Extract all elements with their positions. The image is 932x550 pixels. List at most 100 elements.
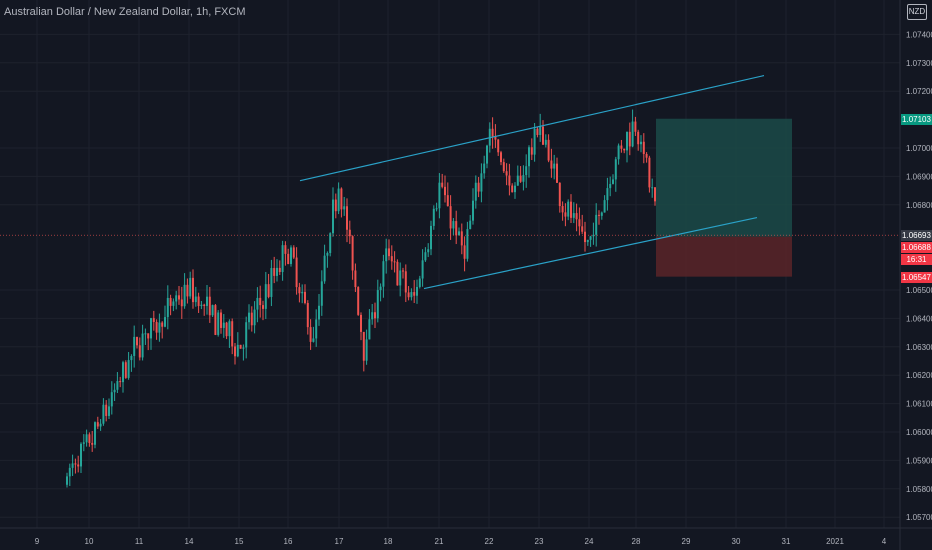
candle bbox=[564, 203, 567, 227]
candle bbox=[528, 145, 530, 178]
candle bbox=[175, 290, 178, 310]
candle bbox=[94, 421, 96, 449]
candle bbox=[631, 109, 634, 148]
candle bbox=[595, 203, 598, 247]
candle bbox=[550, 148, 553, 178]
candle bbox=[116, 372, 119, 393]
candle bbox=[242, 344, 245, 361]
candle bbox=[138, 337, 141, 361]
candle bbox=[368, 309, 371, 340]
candle bbox=[343, 196, 346, 216]
candle bbox=[463, 236, 466, 272]
candle bbox=[197, 292, 200, 313]
candle bbox=[354, 263, 357, 292]
candle bbox=[211, 304, 214, 317]
candle bbox=[480, 163, 483, 203]
candle bbox=[606, 177, 609, 211]
candle bbox=[250, 306, 253, 332]
candle bbox=[640, 135, 642, 153]
candle bbox=[284, 241, 287, 266]
candle bbox=[572, 202, 575, 224]
candle bbox=[85, 429, 88, 447]
candle bbox=[68, 463, 71, 487]
y-tick-label: 1.06400 bbox=[906, 314, 932, 323]
y-tick-label: 1.06800 bbox=[906, 201, 932, 210]
candle bbox=[127, 352, 130, 380]
candle bbox=[418, 275, 421, 289]
candle bbox=[228, 319, 231, 348]
candle bbox=[141, 324, 144, 361]
chart-title: Australian Dollar / New Zealand Dollar, … bbox=[4, 6, 246, 18]
candle bbox=[500, 150, 502, 166]
currency-badge[interactable]: NZD bbox=[907, 4, 927, 20]
candle bbox=[292, 245, 295, 260]
candle bbox=[264, 271, 267, 319]
candle bbox=[424, 247, 427, 262]
candle bbox=[522, 165, 525, 191]
candle bbox=[575, 203, 578, 232]
candle bbox=[189, 271, 192, 299]
channel-lower-line[interactable] bbox=[423, 216, 758, 290]
candle bbox=[278, 260, 281, 275]
candles bbox=[66, 109, 656, 488]
candle bbox=[365, 329, 368, 365]
y-tick-label: 1.06300 bbox=[906, 343, 932, 352]
candle bbox=[536, 126, 539, 138]
target-zone[interactable] bbox=[656, 118, 792, 237]
candle bbox=[598, 210, 600, 225]
candle bbox=[119, 376, 122, 388]
candle bbox=[558, 182, 561, 213]
candle bbox=[231, 318, 234, 355]
candle bbox=[544, 134, 547, 148]
stop-zone[interactable] bbox=[656, 236, 792, 277]
y-tick-label: 1.05900 bbox=[906, 456, 932, 465]
candle bbox=[634, 116, 637, 136]
candle bbox=[410, 288, 413, 301]
candle bbox=[147, 333, 150, 351]
candle bbox=[133, 325, 136, 368]
candle bbox=[144, 328, 147, 345]
candle bbox=[270, 259, 273, 307]
candle bbox=[306, 300, 309, 335]
candle bbox=[301, 284, 304, 304]
candle bbox=[382, 254, 385, 298]
candle bbox=[309, 319, 312, 350]
x-tick-label: 31 bbox=[782, 537, 791, 546]
candle bbox=[136, 336, 138, 349]
candle bbox=[466, 221, 469, 262]
candle bbox=[514, 182, 516, 199]
candle bbox=[547, 134, 550, 163]
candle bbox=[152, 310, 155, 331]
candle bbox=[74, 458, 77, 474]
y-tick-label: 1.07200 bbox=[906, 87, 932, 96]
candle bbox=[77, 455, 80, 473]
candle bbox=[360, 312, 362, 341]
channel-upper-line[interactable] bbox=[299, 74, 765, 182]
candle bbox=[379, 283, 382, 302]
y-tick-label: 1.05800 bbox=[906, 485, 932, 494]
candle bbox=[217, 310, 220, 337]
candle bbox=[323, 244, 326, 284]
candle bbox=[402, 267, 404, 279]
candle bbox=[256, 287, 259, 323]
candle bbox=[236, 332, 239, 358]
candle bbox=[393, 251, 396, 273]
candle bbox=[82, 434, 85, 452]
candle bbox=[220, 309, 222, 334]
candle bbox=[612, 174, 614, 185]
candle bbox=[239, 344, 242, 349]
candle bbox=[645, 152, 648, 163]
candle bbox=[203, 303, 206, 316]
candle bbox=[452, 218, 455, 236]
candle bbox=[130, 354, 133, 372]
candle bbox=[446, 182, 449, 207]
candle bbox=[472, 188, 474, 225]
candle bbox=[122, 360, 124, 393]
candle bbox=[66, 472, 68, 488]
candle bbox=[449, 195, 452, 240]
candle bbox=[525, 154, 528, 188]
candle bbox=[542, 120, 544, 145]
candle bbox=[600, 211, 603, 220]
candle bbox=[388, 239, 390, 261]
